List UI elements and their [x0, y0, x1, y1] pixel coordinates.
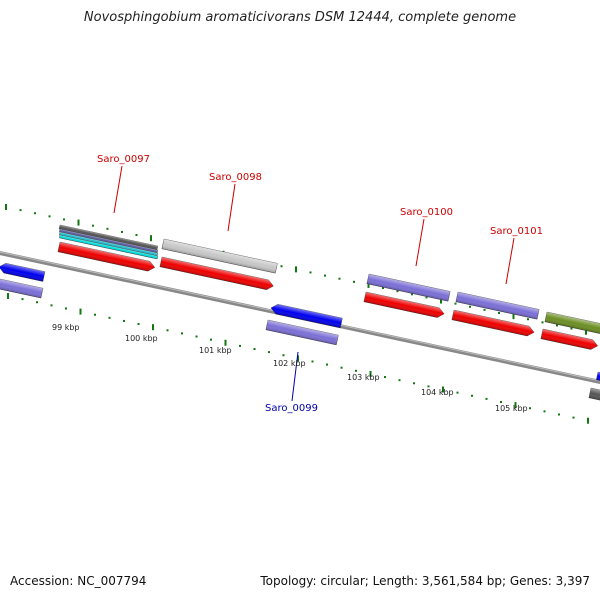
gene-label[interactable]: Saro_0099 [265, 403, 318, 414]
cds-saro0100-purple [366, 273, 451, 302]
cds-saro0101 [451, 309, 535, 337]
cds-left-blue [0, 263, 46, 282]
cds-saro0097 [57, 241, 156, 272]
scale-label: 105 kbp [495, 404, 528, 413]
cds-right-green [544, 311, 600, 335]
scale-label: 100 kbp [125, 334, 158, 343]
cds-saro0098-grey [161, 238, 278, 274]
cds-saro0100 [363, 291, 445, 318]
label-leader-line [291, 351, 299, 402]
cds-saro0098 [159, 256, 274, 290]
label-leader-line [113, 165, 123, 214]
gene-label[interactable]: Saro_0097 [97, 154, 150, 165]
label-leaders [113, 165, 515, 402]
cds-right-red [540, 328, 598, 350]
gene-label[interactable]: Saro_0100 [400, 207, 453, 218]
cds-saro0101-purple [455, 291, 540, 320]
scale-label: 103 kbp [347, 373, 380, 382]
scale-ticks-lower [7, 293, 589, 424]
scale-labels: 99 kbp 100 kbp 101 kbp 102 kbp 103 kbp 104 kb… [52, 323, 528, 413]
label-leader-line [505, 237, 515, 285]
genome-stats-text: Topology: circular; Length: 3,561,584 bp… [260, 574, 590, 588]
gene-labels: Saro_0097 Saro_0098 Saro_0100 Saro_0101 Saro… [97, 154, 543, 414]
cds-saro0099 [270, 304, 343, 329]
scale-label: 101 kbp [199, 346, 232, 355]
label-leader-line [227, 183, 236, 232]
scale-label: 102 kbp [273, 359, 306, 368]
cds-edge-blue [596, 371, 600, 382]
label-leader-line [415, 218, 425, 267]
accession-text: Accession: NC_007794 [10, 574, 147, 588]
cds-left-purple [0, 278, 44, 299]
gene-label[interactable]: Saro_0098 [209, 172, 262, 183]
scale-label: 104 kbp [421, 388, 454, 397]
genome-title: Novosphingobium aromaticivorans DSM 1244… [83, 10, 517, 25]
feature-track [0, 224, 600, 402]
cds-saro0097-cyan-band2 [59, 234, 159, 260]
scale-label: 99 kbp [52, 323, 80, 332]
cds-edge-dark [588, 387, 600, 402]
gene-label[interactable]: Saro_0101 [490, 226, 543, 237]
cds-saro0099-purple [265, 319, 339, 346]
